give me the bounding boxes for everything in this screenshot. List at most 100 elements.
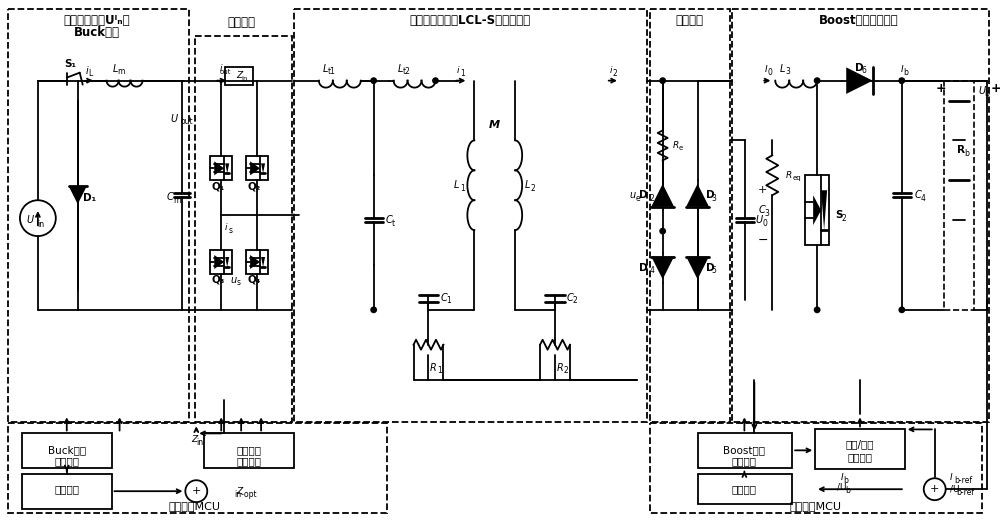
Polygon shape (651, 257, 674, 279)
Text: U: U (26, 215, 33, 225)
Circle shape (815, 78, 820, 83)
Text: 逆变电路: 逆变电路 (227, 16, 255, 29)
Text: in: in (241, 75, 247, 82)
Polygon shape (250, 161, 260, 176)
Circle shape (433, 78, 438, 83)
Circle shape (660, 228, 665, 234)
Text: R: R (430, 363, 437, 373)
Text: R: R (673, 141, 679, 150)
Circle shape (815, 308, 820, 312)
Polygon shape (813, 195, 821, 225)
Bar (22, 433, 112, 468)
Text: D: D (706, 263, 714, 273)
Text: Q₂: Q₂ (247, 181, 261, 191)
Text: Q₁: Q₁ (212, 181, 225, 191)
Text: b: b (985, 89, 989, 98)
Text: s: s (228, 226, 232, 235)
Text: b-ref: b-ref (955, 476, 973, 485)
Text: C: C (440, 293, 447, 303)
Text: 一次侧的MCU: 一次侧的MCU (168, 501, 220, 511)
Text: U: U (979, 85, 986, 95)
Polygon shape (821, 190, 827, 230)
Text: 2: 2 (573, 297, 578, 305)
Text: Q₃: Q₃ (212, 275, 225, 285)
Bar (650, 9, 730, 422)
Polygon shape (214, 255, 224, 269)
Text: 0: 0 (762, 219, 767, 227)
Text: /U: /U (837, 483, 847, 492)
Text: i: i (225, 223, 227, 232)
Text: D₁: D₁ (83, 193, 96, 203)
Text: +: + (192, 486, 201, 496)
Bar (22, 474, 112, 509)
Text: D: D (706, 190, 714, 200)
Text: 控制信号: 控制信号 (54, 456, 79, 466)
Bar (698, 474, 792, 504)
Text: L: L (398, 64, 403, 74)
Text: m: m (174, 196, 181, 205)
Text: M: M (489, 121, 500, 130)
Text: L: L (323, 64, 329, 74)
Bar (204, 433, 294, 468)
Text: L: L (113, 64, 118, 74)
Bar (246, 156, 268, 180)
Text: 控制信号: 控制信号 (732, 456, 757, 466)
Text: D: D (639, 263, 648, 273)
Polygon shape (250, 255, 260, 269)
Text: 1: 1 (446, 297, 451, 305)
Text: 2: 2 (841, 214, 846, 223)
Text: D: D (855, 63, 863, 73)
Text: R: R (957, 145, 965, 156)
Bar (8, 423, 387, 513)
Text: C: C (915, 190, 922, 200)
Text: 4: 4 (921, 194, 926, 203)
Polygon shape (261, 257, 265, 267)
Text: I: I (841, 473, 843, 482)
Bar (805, 176, 829, 245)
Text: Boost电路: Boost电路 (723, 445, 765, 455)
Text: S₁: S₁ (64, 59, 76, 69)
Text: 条件判断: 条件判断 (847, 452, 872, 462)
Bar (294, 9, 647, 422)
Text: s: s (236, 278, 240, 288)
Polygon shape (261, 163, 265, 173)
Text: e: e (635, 194, 640, 203)
Text: +: + (757, 185, 767, 195)
Text: C: C (567, 293, 574, 303)
Text: i: i (457, 66, 460, 75)
Text: 5: 5 (711, 267, 716, 276)
Bar (195, 36, 292, 422)
Text: S: S (835, 210, 843, 220)
Bar (246, 250, 268, 274)
Text: R: R (786, 171, 792, 180)
Text: 2: 2 (564, 366, 568, 375)
Text: I: I (765, 65, 768, 74)
Text: e: e (679, 145, 683, 151)
Circle shape (899, 308, 904, 312)
Text: eq: eq (792, 176, 801, 181)
Text: in: in (197, 438, 204, 447)
Text: I: I (901, 65, 903, 74)
Text: Z: Z (191, 435, 197, 444)
Circle shape (371, 308, 376, 312)
Text: 3: 3 (711, 194, 716, 203)
Text: 控制信号: 控制信号 (237, 456, 262, 466)
Text: b: b (964, 149, 969, 158)
Text: m: m (117, 67, 124, 76)
Text: b-ref: b-ref (957, 488, 975, 497)
Text: 2: 2 (531, 184, 535, 193)
Text: /U: /U (950, 485, 959, 494)
Text: i: i (85, 66, 88, 75)
Bar (210, 250, 232, 274)
Text: +: + (930, 484, 939, 494)
Text: D: D (639, 190, 648, 200)
Text: 2: 2 (612, 69, 617, 78)
Text: Z: Z (236, 487, 242, 496)
Text: I: I (950, 473, 952, 482)
Text: +: + (935, 82, 946, 95)
Bar (650, 423, 982, 513)
Text: 4: 4 (650, 267, 655, 276)
Text: R: R (557, 363, 563, 373)
Text: U: U (170, 114, 177, 124)
Text: C: C (758, 205, 765, 215)
